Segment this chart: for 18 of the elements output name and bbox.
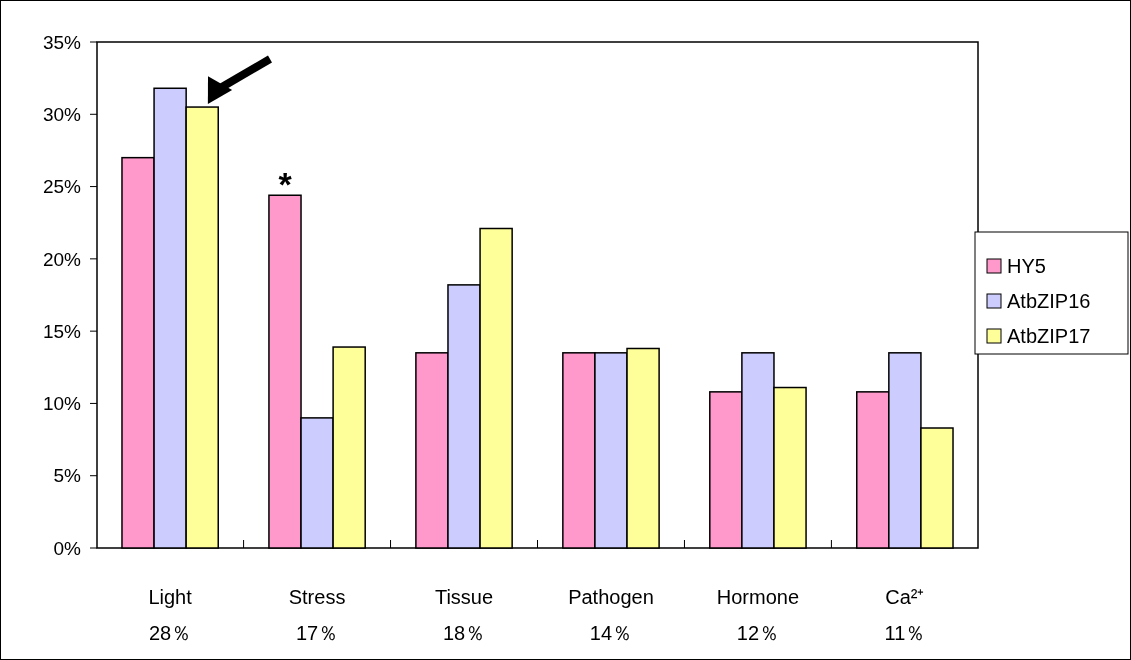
y-tick-label: 35%: [42, 31, 82, 53]
y-tick-label: 10%: [42, 393, 82, 415]
x-tick-label: Light 28％: [148, 586, 193, 644]
annotation: *: [278, 165, 293, 203]
x-tick-label: Pathogen 14％: [568, 586, 654, 644]
x-tick-label: Tissue 18％: [434, 586, 494, 644]
y-tick-label: 25%: [42, 176, 82, 198]
y-tick-label: 0%: [53, 537, 82, 559]
legend-label: AtbZIP16: [1007, 290, 1091, 312]
y-tick-label: 20%: [42, 248, 82, 270]
y-tick-label: 30%: [42, 103, 82, 125]
x-tick-label: Stress 17％: [288, 586, 346, 644]
y-tick-label: 15%: [42, 320, 82, 342]
x-tick-label: Ca²⁺ 11％: [884, 586, 926, 644]
x-tick-label: Hormone 12％: [716, 586, 800, 644]
y-tick-label: 5%: [53, 465, 82, 487]
legend-label: AtbZIP17: [1007, 325, 1091, 347]
legend-label: HY5: [1007, 255, 1046, 277]
